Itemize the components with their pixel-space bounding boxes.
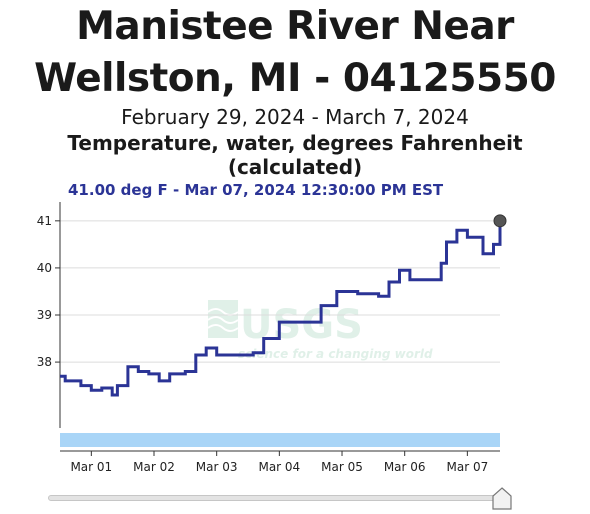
data-point: [100, 386, 104, 390]
page-title-line-2: Wellston, MI - 04125550: [34, 56, 556, 101]
usgs-watermark: USGS science for a changing world: [207, 300, 433, 361]
temperature-series-line: [60, 220, 502, 397]
x-tick-label: Mar 05: [321, 460, 363, 474]
data-point: [58, 374, 62, 378]
data-point: [377, 294, 381, 298]
x-tick-label: Mar 03: [196, 460, 238, 474]
data-point: [387, 280, 391, 284]
latest-reading: 41.00 deg F - Mar 07, 2024 12:30:00 PM E…: [68, 181, 444, 199]
data-point: [204, 346, 208, 350]
page-title-line-1: Manistee River Near: [76, 4, 514, 49]
data-point: [157, 379, 161, 383]
usgs-logo-icon: [207, 300, 239, 338]
y-tick-label: 41: [37, 214, 52, 228]
x-tick-label: Mar 06: [384, 460, 426, 474]
data-point: [262, 337, 266, 341]
data-point: [408, 278, 412, 282]
y-tick-label: 38: [37, 355, 52, 369]
x-tick-label: Mar 04: [258, 460, 300, 474]
data-point: [335, 289, 339, 293]
data-point: [147, 372, 151, 376]
data-point: [183, 370, 187, 374]
data-point: [136, 370, 140, 374]
date-range: February 29, 2024 - March 7, 2024: [121, 105, 469, 129]
usgs-logo-text: USGS: [240, 302, 363, 348]
data-point: [439, 261, 443, 265]
data-point: [397, 268, 401, 272]
data-point: [481, 252, 485, 256]
data-point: [251, 351, 255, 355]
time-brush-selection[interactable]: [60, 433, 500, 447]
data-point: [429, 278, 433, 282]
x-tick-label: Mar 02: [133, 460, 175, 474]
data-point: [126, 365, 130, 369]
data-point: [215, 353, 219, 357]
y-tick-label: 39: [37, 308, 52, 322]
data-point: [298, 320, 302, 324]
x-tick-label: Mar 01: [70, 460, 112, 474]
slider-handle-icon[interactable]: [492, 487, 512, 511]
data-point: [455, 228, 459, 232]
time-range-slider[interactable]: [48, 495, 504, 501]
data-point: [79, 384, 83, 388]
x-tick-label: Mar 07: [446, 460, 488, 474]
data-point: [236, 353, 240, 357]
data-point: [465, 235, 469, 239]
data-point: [277, 320, 281, 324]
data-point: [68, 379, 72, 383]
parameter-name: Temperature, water, degrees Fahrenheit: [67, 131, 523, 155]
data-point: [89, 388, 93, 392]
usgs-tagline: science for a changing world: [238, 347, 433, 361]
parameter-qualifier: (calculated): [227, 155, 363, 179]
data-point: [63, 379, 67, 383]
latest-point-marker[interactable]: [493, 214, 507, 228]
data-point: [444, 240, 448, 244]
data-point: [110, 393, 114, 397]
data-point: [491, 242, 495, 246]
y-tick-label: 40: [37, 261, 52, 275]
data-point: [356, 292, 360, 296]
data-point: [319, 304, 323, 308]
data-point: [168, 372, 172, 376]
data-point: [115, 384, 119, 388]
data-point: [314, 320, 318, 324]
data-point: [194, 353, 198, 357]
